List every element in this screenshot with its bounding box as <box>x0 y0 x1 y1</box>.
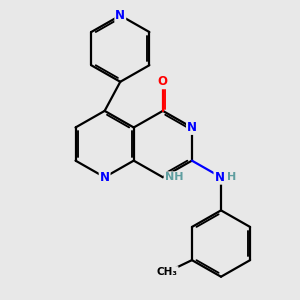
Text: N: N <box>100 171 110 184</box>
Text: NH: NH <box>164 172 183 182</box>
Text: H: H <box>227 172 237 182</box>
Text: N: N <box>214 171 224 184</box>
Text: N: N <box>115 9 125 22</box>
Text: N: N <box>187 121 197 134</box>
Text: O: O <box>158 75 168 88</box>
Text: CH₃: CH₃ <box>157 267 178 277</box>
